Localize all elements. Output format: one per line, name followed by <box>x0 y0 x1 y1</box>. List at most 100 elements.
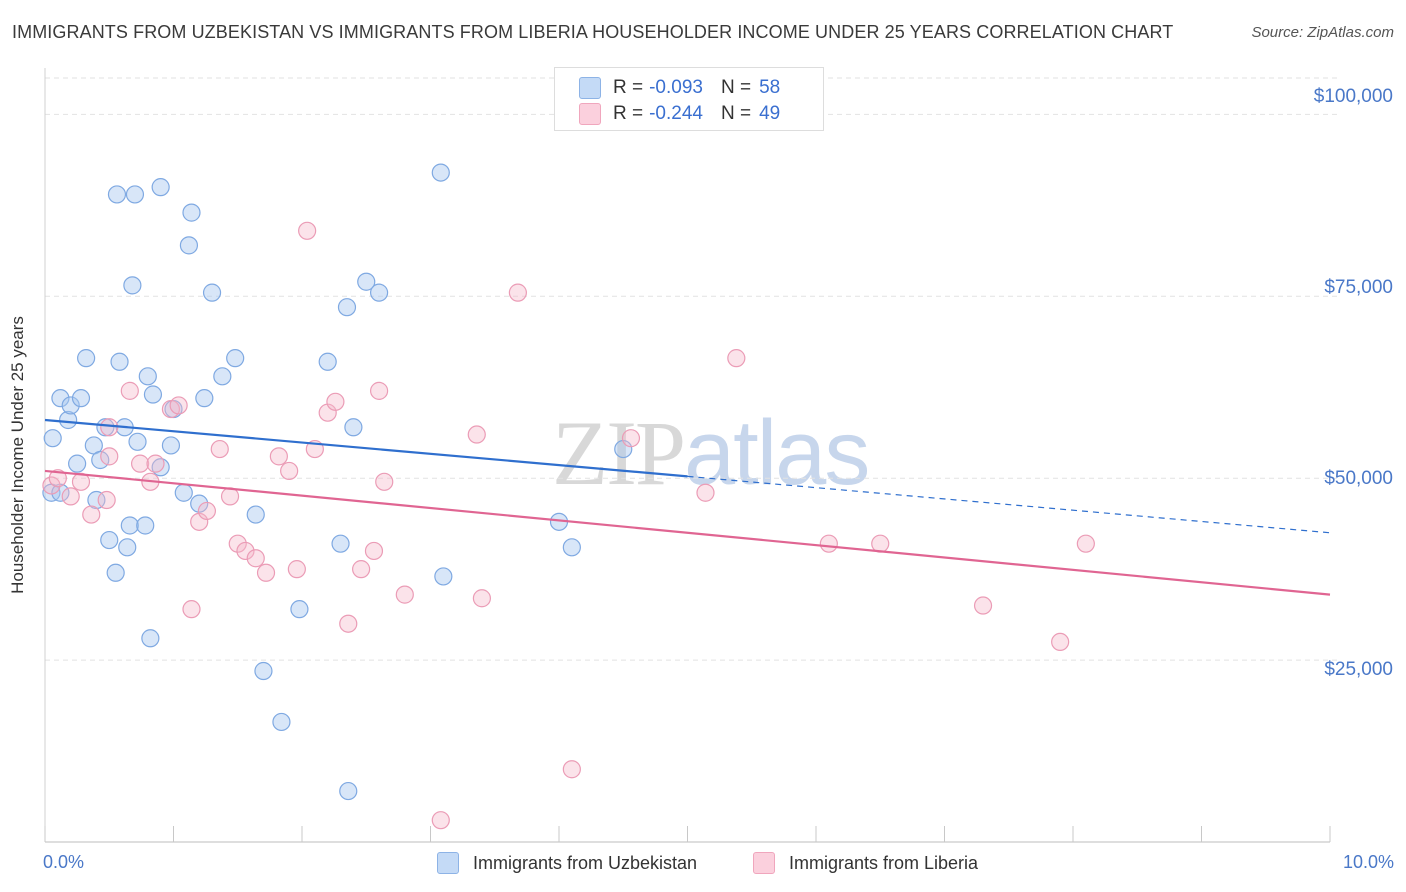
liberia-point <box>197 501 217 521</box>
liberia-point <box>169 396 188 415</box>
uzbekistan-point <box>174 483 193 502</box>
legend-swatch-pink <box>579 103 601 125</box>
legend-n-value: 58 <box>759 77 781 98</box>
liberia-point <box>370 381 389 400</box>
uzbekistan-point <box>213 367 232 386</box>
liberia-point <box>82 505 101 524</box>
chart-title: IMMIGRANTS FROM UZBEKISTAN VS IMMIGRANTS… <box>12 22 1174 42</box>
liberia-point <box>256 563 276 582</box>
uzbekistan-trend-line <box>44 418 688 478</box>
liberia-point <box>375 472 394 491</box>
uzbekistan-point <box>434 567 453 586</box>
liberia-point <box>871 534 890 553</box>
uzbekistan-point <box>246 505 265 524</box>
uzbekistan-point <box>136 516 155 535</box>
uzbekistan-point <box>91 450 110 470</box>
uzbekistan-point <box>143 385 163 404</box>
uzbekistan-point <box>51 389 70 408</box>
uzbekistan-point <box>138 367 157 386</box>
liberia-point <box>562 760 581 779</box>
source-label: Source: ZipAtlas.com <box>1251 24 1394 41</box>
series-swatch-blue <box>437 852 459 874</box>
uzbekistan-point <box>77 349 96 368</box>
liberia-point <box>246 549 265 568</box>
uzbekistan-point <box>202 283 222 302</box>
liberia-point <box>97 490 116 510</box>
uzbekistan-point <box>318 352 337 371</box>
series-legend-label: Immigrants from Uzbekistan <box>473 852 698 873</box>
y-axis-label: Householder Income Under 25 years <box>8 316 27 594</box>
uzbekistan-trend-line-dashed <box>687 475 1331 534</box>
legend-r-value: -0.093 <box>649 77 703 98</box>
uzbekistan-point <box>190 494 209 513</box>
uzbekistan-point <box>179 236 199 255</box>
liberia-point <box>326 392 345 411</box>
liberia-point <box>819 534 838 553</box>
uzbekistan-point <box>107 185 127 204</box>
uzbekistan-point <box>71 389 91 408</box>
uzbekistan-point <box>254 661 273 681</box>
liberia-point <box>100 447 119 466</box>
legend-n-label: N = <box>720 103 752 124</box>
liberia-point <box>220 487 240 506</box>
uzbekistan-point <box>339 781 358 801</box>
liberia-point <box>42 476 61 495</box>
uzbekistan-point <box>120 516 139 535</box>
series-legend-label: Immigrants from Liberia <box>789 852 979 873</box>
liberia-point <box>210 439 229 459</box>
uzbekistan-point <box>100 530 119 550</box>
liberia-point <box>146 454 165 473</box>
liberia-point <box>236 541 255 561</box>
liberia-point <box>269 447 288 466</box>
liberia-point <box>182 600 201 619</box>
liberia-trend-line <box>44 469 1331 596</box>
liberia-point <box>298 221 317 240</box>
liberia-point <box>364 541 384 561</box>
uzbekistan-point <box>431 163 450 182</box>
uzbekistan-point <box>118 538 137 557</box>
legend-n-value: 49 <box>759 103 781 124</box>
uzbekistan-point <box>59 410 78 430</box>
liberia-point <box>395 585 414 604</box>
uzbekistan-point <box>110 352 129 371</box>
uzbekistan-point <box>344 418 363 437</box>
liberia-point <box>130 454 150 473</box>
legend-r-value: -0.244 <box>649 103 703 124</box>
x-tick-label-max: 10.0% <box>1342 852 1394 872</box>
uzbekistan-point <box>43 429 62 448</box>
uzbekistan-point <box>141 629 160 648</box>
y-tick-label: $25,000 <box>1324 659 1393 680</box>
legend-r-label: R = <box>613 103 644 124</box>
liberia-point <box>508 283 527 302</box>
legend-n-label: N = <box>720 77 752 98</box>
liberia-point <box>431 811 450 830</box>
x-tick-label-min: 0.0% <box>43 852 85 872</box>
liberia-point <box>352 560 371 579</box>
legend-row-liberia: R = -0.244 N = 49 <box>579 102 780 126</box>
liberia-point <box>228 534 247 553</box>
liberia-point <box>48 469 67 488</box>
y-tick-label: $75,000 <box>1324 277 1393 298</box>
uzbekistan-point <box>61 396 80 415</box>
uzbekistan-point <box>128 432 147 451</box>
series-legend-liberia: Immigrants from Liberia <box>753 852 978 874</box>
liberia-point <box>280 461 299 481</box>
y-tick-label: $100,000 <box>1313 86 1393 107</box>
liberia-point <box>120 381 139 400</box>
uzbekistan-point <box>106 563 125 582</box>
liberia-point <box>61 487 80 506</box>
uzbekistan-point <box>151 178 170 197</box>
uzbekistan-point <box>125 185 145 204</box>
liberia-point <box>472 589 491 608</box>
liberia-point <box>621 429 641 448</box>
uzbekistan-point <box>68 454 87 473</box>
liberia-point <box>287 560 306 579</box>
legend-swatch-blue <box>579 77 601 99</box>
correlation-legend: R = -0.093 N = 58 R = -0.244 N = 49 <box>554 67 824 131</box>
liberia-point <box>1076 534 1095 553</box>
legend-r-label: R = <box>613 77 644 98</box>
series-swatch-pink <box>753 852 775 874</box>
y-tick-label: $50,000 <box>1324 468 1393 489</box>
uzbekistan-point <box>562 538 581 557</box>
